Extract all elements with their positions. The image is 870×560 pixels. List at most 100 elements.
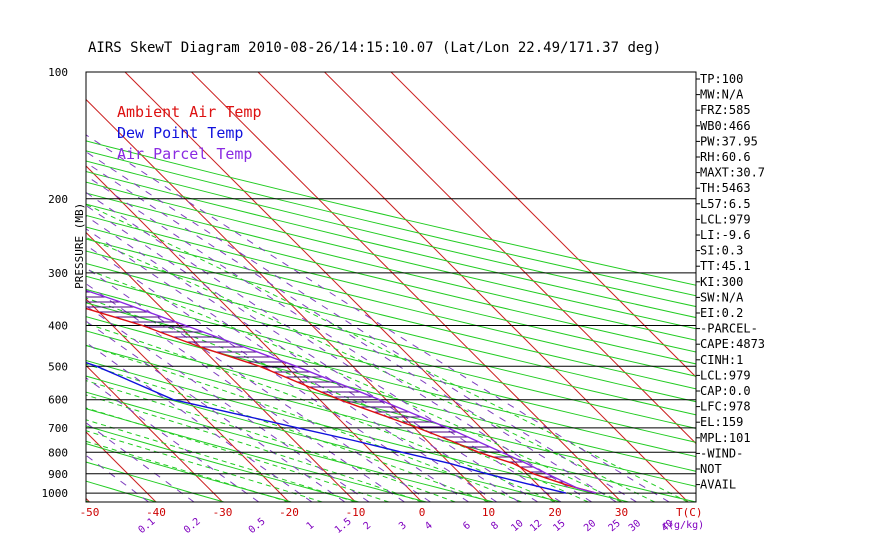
index-label: MPL:101 [700,431,751,445]
moist-adiabat-line [86,430,323,502]
index-label: CAP:0.0 [700,384,751,398]
pressure-tick-label: 300 [48,267,68,280]
mixing-ratio-tick-label: 15 [551,518,567,534]
isotherm-lines [0,72,696,502]
index-label: SW:N/A [700,290,744,304]
dry-adiabat-line [86,443,292,502]
index-label: TP:100 [700,72,743,86]
moist-adiabat-lines [86,203,689,502]
bottom-temp-tick-label: -30 [213,506,233,519]
index-label: AVAIL [700,478,736,492]
chart-title: AIRS SkewT Diagram 2010-08-26/14:15:10.0… [88,40,661,56]
dry-adiabat-line [86,160,696,308]
isotherm-line [86,364,223,502]
mixing-ratio-tick-label: 6 [461,520,473,532]
sounding-profiles [86,289,597,494]
index-label: WB0:466 [700,119,751,133]
mixing-ratio-line [86,377,260,502]
pressure-tick-label: 600 [48,394,68,407]
index-label: L57:6.5 [700,197,751,211]
index-label: MW:N/A [700,88,744,102]
pressure-tick-label: 1000 [42,487,69,500]
bottom-temp-tick-label: 10 [482,506,495,519]
dry-adiabat-line [86,288,696,443]
dry-adiabat-line [86,262,696,416]
mixing-ratio-line [86,191,562,502]
mixing-ratio-axis-label: r(g/kg) [662,520,704,531]
x-axis-label: T(C) [676,506,703,519]
legend-entry: Air Parcel Temp [117,145,252,163]
mixing-ratio-tick-label: 12 [528,518,544,534]
dry-adiabat-line [86,461,225,502]
mixing-ratio-tick-label: 20 [582,518,598,534]
isotherm-line [124,72,556,502]
index-label: NOT [700,462,722,476]
bottom-temp-tick-label: -40 [146,506,166,519]
pressure-tick-label: 200 [48,193,68,206]
index-label: FRZ:585 [700,103,751,117]
moist-adiabat-line [86,363,489,502]
mixing-ratio-tick-label: 10 [509,518,525,534]
legend: Ambient Air Temp Dew Point Temp Air Parcel… [117,103,262,163]
air-parcel-temp-line [86,289,597,494]
index-label: -WIND- [700,446,743,460]
mixing-ratio-tick-label: 30 [627,518,643,534]
moist-adiabat-line [86,380,456,502]
isotherm-line [324,72,696,445]
index-label: LCL:979 [700,212,751,226]
mixing-ratio-tick-label: 0.2 [182,516,203,536]
index-label: EL:159 [700,415,743,429]
dry-adiabat-line [86,425,359,502]
plot-frame [85,71,697,503]
index-label: KI:300 [700,275,743,289]
y-axis-label: PRESSURE (MB) [73,203,86,289]
bottom-temp-tick-label: -20 [279,506,299,519]
index-label: LFC:978 [700,400,751,414]
dry-adiabat-line [86,330,696,487]
index-label: TH:5463 [700,181,751,195]
isotherm-line [86,298,290,502]
mixing-ratio-tick-label: 4 [423,520,435,532]
dry-adiabat-line [86,181,696,330]
mixing-ratio-line [86,267,431,502]
dry-adiabat-line [86,250,696,403]
index-label: CAPE:4873 [700,337,765,351]
index-label: SI:0.3 [700,244,743,258]
dry-adiabat-line [86,140,696,286]
mixing-ratio-line [86,244,469,502]
dry-adiabat-line [86,226,696,377]
isotherm-line [0,72,23,502]
dry-adiabat-line [86,170,696,319]
moist-adiabat-line [86,236,656,502]
pressure-tick-label: 500 [48,360,68,373]
mixing-ratio-line [86,151,637,502]
mixing-ratio-tick-label: 1 [305,520,317,532]
mixing-ratio-tick-label: 0.1 [137,516,158,536]
mixing-ratio-lines [86,134,670,502]
isotherm-line [86,98,489,502]
legend-entry: Dew Point Temp [117,124,243,142]
dry-adiabat-line [86,275,696,429]
index-label: TT:45.1 [700,259,751,273]
dry-adiabat-line [86,359,629,502]
legend-entry: Ambient Air Temp [117,103,262,121]
index-label: PW:37.95 [700,134,758,148]
ambient-air-temp-line [86,307,597,494]
moist-adiabat-line [86,394,423,502]
moist-adiabat-line [86,440,290,502]
isotherm-line [257,72,689,502]
isotherm-line [191,72,622,502]
cape-hatching [86,291,575,488]
index-label: LCL:979 [700,368,751,382]
dry-adiabat-line [86,214,696,365]
dry-adiabat-line [86,344,696,502]
moist-adiabat-line [86,268,622,502]
mixing-ratio-line [86,283,405,502]
mixing-ratio-tick-label: 0.5 [247,516,268,536]
bottom-temp-tick-label: 30 [615,506,628,519]
mixing-ratio-tick-label: 2 [362,520,374,532]
bottom-temp-tick-label: -50 [80,506,100,519]
mixing-ratio-line [86,134,670,502]
